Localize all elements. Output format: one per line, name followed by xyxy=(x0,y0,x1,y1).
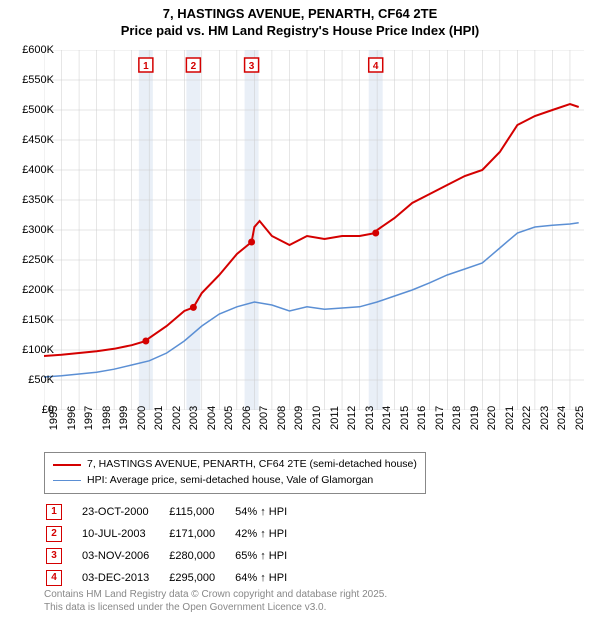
y-tick-label: £150K xyxy=(14,314,54,326)
x-tick-label: 2020 xyxy=(486,406,498,430)
x-tick-label: 1997 xyxy=(83,406,95,430)
x-tick-label: 2025 xyxy=(574,406,586,430)
legend-swatch xyxy=(53,464,81,466)
chart-title: 7, HASTINGS AVENUE, PENARTH, CF64 2TE Pr… xyxy=(0,0,600,40)
x-tick-label: 2003 xyxy=(188,406,200,430)
legend-row: 7, HASTINGS AVENUE, PENARTH, CF64 2TE (s… xyxy=(53,457,417,473)
svg-text:4: 4 xyxy=(373,61,379,72)
legend-label: HPI: Average price, semi-detached house,… xyxy=(87,473,373,489)
x-tick-label: 2011 xyxy=(329,406,341,430)
y-tick-label: £200K xyxy=(14,284,54,296)
y-tick-label: £350K xyxy=(14,194,54,206)
footer-line-2: This data is licensed under the Open Gov… xyxy=(44,602,326,613)
x-tick-label: 2013 xyxy=(364,406,376,430)
event-delta: 65% ↑ HPI xyxy=(235,546,305,566)
x-tick-label: 2024 xyxy=(556,406,568,430)
svg-text:3: 3 xyxy=(249,61,255,72)
legend-row: HPI: Average price, semi-detached house,… xyxy=(53,473,417,489)
event-date: 03-DEC-2013 xyxy=(82,568,167,588)
x-tick-label: 2014 xyxy=(381,406,393,430)
x-tick-label: 2004 xyxy=(206,406,218,430)
event-row: 1 23-OCT-2000£115,00054% ↑ HPI xyxy=(46,502,305,522)
title-line-2: Price paid vs. HM Land Registry's House … xyxy=(121,23,480,38)
event-marker: 1 xyxy=(46,504,62,520)
x-tick-label: 2021 xyxy=(504,406,516,430)
y-tick-label: £50K xyxy=(14,374,54,386)
x-tick-label: 2010 xyxy=(311,406,323,430)
x-tick-label: 2015 xyxy=(399,406,411,430)
event-price: £115,000 xyxy=(169,502,233,522)
x-tick-label: 2018 xyxy=(451,406,463,430)
legend-swatch xyxy=(53,480,81,482)
event-date: 03-NOV-2006 xyxy=(82,546,167,566)
x-tick-label: 2023 xyxy=(539,406,551,430)
x-tick-label: 2017 xyxy=(434,406,446,430)
x-tick-label: 2006 xyxy=(241,406,253,430)
x-tick-label: 2002 xyxy=(171,406,183,430)
event-delta: 54% ↑ HPI xyxy=(235,502,305,522)
x-tick-label: 2008 xyxy=(276,406,288,430)
title-line-1: 7, HASTINGS AVENUE, PENARTH, CF64 2TE xyxy=(163,6,438,21)
footer-line-1: Contains HM Land Registry data © Crown c… xyxy=(44,589,387,600)
x-tick-label: 1998 xyxy=(101,406,113,430)
event-row: 3 03-NOV-2006£280,00065% ↑ HPI xyxy=(46,546,305,566)
event-delta: 64% ↑ HPI xyxy=(235,568,305,588)
plot-area: 1 2 3 4 xyxy=(44,50,584,410)
x-tick-label: 2005 xyxy=(223,406,235,430)
legend-label: 7, HASTINGS AVENUE, PENARTH, CF64 2TE (s… xyxy=(87,457,417,473)
event-marker: 2 xyxy=(46,526,62,542)
event-price: £171,000 xyxy=(169,524,233,544)
legend: 7, HASTINGS AVENUE, PENARTH, CF64 2TE (s… xyxy=(44,452,426,494)
plot-svg: 1 2 3 4 xyxy=(44,50,584,410)
x-tick-label: 2022 xyxy=(521,406,533,430)
x-tick-label: 2012 xyxy=(346,406,358,430)
x-tick-label: 1999 xyxy=(118,406,130,430)
event-marker: 4 xyxy=(46,570,62,586)
event-date: 10-JUL-2003 xyxy=(82,524,167,544)
event-price: £295,000 xyxy=(169,568,233,588)
y-tick-label: £250K xyxy=(14,254,54,266)
x-tick-label: 2016 xyxy=(416,406,428,430)
event-row: 2 10-JUL-2003£171,00042% ↑ HPI xyxy=(46,524,305,544)
x-tick-label: 2009 xyxy=(293,406,305,430)
x-tick-label: 1995 xyxy=(48,406,60,430)
events-table: 1 23-OCT-2000£115,00054% ↑ HPI 2 10-JUL-200… xyxy=(44,500,307,590)
x-tick-label: 2007 xyxy=(258,406,270,430)
event-delta: 42% ↑ HPI xyxy=(235,524,305,544)
x-tick-label: 2001 xyxy=(153,406,165,430)
event-marker: 3 xyxy=(46,548,62,564)
y-tick-label: £400K xyxy=(14,164,54,176)
y-tick-label: £550K xyxy=(14,74,54,86)
svg-text:2: 2 xyxy=(191,61,197,72)
event-row: 4 03-DEC-2013£295,00064% ↑ HPI xyxy=(46,568,305,588)
chart-container: 7, HASTINGS AVENUE, PENARTH, CF64 2TE Pr… xyxy=(0,0,600,620)
event-price: £280,000 xyxy=(169,546,233,566)
y-tick-label: £300K xyxy=(14,224,54,236)
y-tick-label: £450K xyxy=(14,134,54,146)
x-tick-label: 2019 xyxy=(469,406,481,430)
y-tick-label: £100K xyxy=(14,344,54,356)
y-tick-label: £600K xyxy=(14,44,54,56)
x-tick-label: 2000 xyxy=(136,406,148,430)
x-tick-label: 1996 xyxy=(66,406,78,430)
y-tick-label: £500K xyxy=(14,104,54,116)
event-date: 23-OCT-2000 xyxy=(82,502,167,522)
attribution-footer: Contains HM Land Registry data © Crown c… xyxy=(44,588,387,614)
svg-text:1: 1 xyxy=(143,61,149,72)
